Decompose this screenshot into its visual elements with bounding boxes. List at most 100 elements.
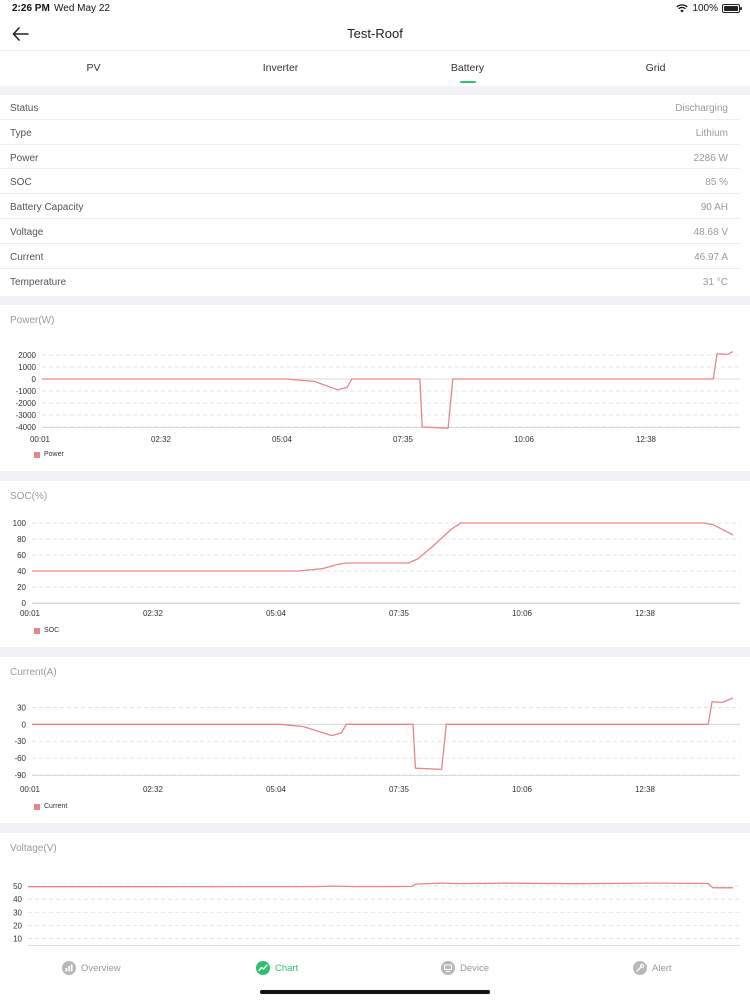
overview-icon [62,961,76,975]
tabbar-chart[interactable]: Chart [256,958,298,978]
legend-swatch [34,803,40,810]
power-chart: Power(W) 2000 1000 0 -1000 -2000 -3000 -4000 00… [0,305,750,471]
y-tick-label: 1000 [18,363,36,372]
y-tick-label: 2000 [18,351,36,360]
legend-label: Power [44,451,64,458]
status-date: Wed May 22 [54,3,110,14]
home-indicator [260,990,490,994]
current-chart-plot: 30 0 -30 -60 -90 00:01 02:32 05:04 07:35 10:06 12:… [14,697,740,794]
battery-info-list: Status Discharging Type Lithium Power 22… [0,95,750,296]
tab-inverter[interactable]: Inverter [187,51,374,87]
y-tick-label: 80 [17,535,26,544]
status-time: 2:26 PM [12,3,50,14]
y-tick-label: 30 [13,908,22,917]
legend-swatch [34,451,40,458]
tabbar-label: Alert [652,962,672,974]
power-legend: Power [34,451,64,458]
info-label: Voltage [10,227,44,238]
info-value: 2286 W [693,152,728,164]
y-tick-label: 20 [17,583,26,592]
info-value: Lithium [695,127,728,139]
tab-label: Grid [645,62,666,74]
x-tick-label: 10:06 [514,435,535,444]
page-title: Test-Roof [347,26,403,41]
info-label: Current [10,251,44,263]
y-tick-label: -1000 [16,387,37,396]
info-label: Temperature [10,276,67,288]
y-tick-label: -60 [14,754,26,763]
info-label: SOC [10,177,32,189]
tabbar-overview[interactable]: Overview [62,958,121,978]
legend-swatch [34,627,40,634]
back-arrow-icon[interactable] [10,22,34,46]
info-row-capacity: Battery Capacity 90 AH [0,194,740,219]
legend-label: Current [44,803,68,810]
info-value: 31 °C [702,276,728,288]
current-chart: Current(A) 30 0 -30 -60 -90 00:01 02:32 05:04 07… [0,657,750,823]
tabbar-label: Device [460,962,490,974]
x-tick-label: 05:04 [266,785,287,794]
y-tick-label: 0 [32,375,37,384]
x-tick-label: 07:35 [389,785,410,794]
info-row-power: Power 2286 W [0,145,740,170]
tab-indicator [459,81,476,83]
status-bar: 2:26 PM Wed May 22 100% [0,0,750,18]
device-icon [441,961,455,975]
alert-icon [633,961,647,975]
voltage-chart-plot: 50 40 30 20 10 [13,882,740,946]
x-tick-label: 00:01 [20,785,41,794]
x-tick-label: 10:06 [512,609,533,618]
info-value: 46.97 A [694,251,728,263]
series-line-power [42,351,734,429]
tab-battery[interactable]: Battery [374,51,561,87]
tab-grid[interactable]: Grid [562,51,749,87]
x-tick-label: 02:32 [143,609,164,618]
soc-legend: SOC [34,627,59,634]
info-row-voltage: Voltage 48.68 V [0,219,740,244]
x-tick-label: 02:32 [151,435,172,444]
x-tick-label: 02:32 [143,785,164,794]
y-tick-label: -90 [14,771,26,780]
y-tick-label: 60 [17,551,26,560]
wifi-icon [676,4,689,13]
x-tick-label: 10:06 [512,785,533,794]
x-tick-label: 05:04 [272,435,293,444]
chart-icon [256,961,270,975]
battery-icon [722,4,742,13]
soc-chart: SOC(%) 100 80 60 40 20 0 00:01 02:32 05:04 07:35 1… [0,481,750,647]
x-tick-label: 12:38 [635,785,656,794]
y-tick-label: 100 [13,519,27,528]
tab-label: Battery [450,62,485,74]
x-tick-label: 00:01 [30,435,51,444]
y-tick-label: -30 [14,737,26,746]
tabbar-device[interactable]: Device [441,958,489,978]
battery-percent: 100% [692,3,718,14]
x-tick-label: 12:38 [635,609,656,618]
info-row-status: Status Discharging [0,95,740,120]
status-right: 100% [676,3,742,14]
tabbar-label: Overview [81,962,121,974]
y-tick-label: -4000 [16,423,37,432]
info-value: 85 % [705,177,728,189]
y-tick-label: -3000 [16,411,37,420]
series-line-soc [32,522,734,572]
current-legend: Current [34,803,67,810]
power-chart-plot: 2000 1000 0 -1000 -2000 -3000 -4000 00:01 02:32 0… [16,351,740,444]
x-tick-label: 07:35 [389,609,410,618]
nav-header: Test-Roof [0,18,750,50]
y-tick-label: 40 [13,895,22,904]
info-label: Battery Capacity [10,202,84,214]
info-value: 90 AH [700,202,728,214]
x-tick-label: 00:01 [20,609,41,618]
tab-label: PV [86,62,101,74]
info-label: Type [10,127,32,139]
chart-title: SOC(%) [10,491,48,502]
tab-pv[interactable]: PV [0,51,187,87]
info-row-temperature: Temperature 31 °C [0,269,740,294]
soc-chart-plot: 100 80 60 40 20 000:01 02:32 05:04 07:35 10:06 12:… [13,519,740,618]
tabbar-label: Chart [275,962,299,974]
chart-title: Voltage(V) [10,843,57,854]
y-tick-label: 30 [17,703,26,712]
series-line-current [32,697,734,771]
tabbar-alert[interactable]: Alert [633,958,672,978]
